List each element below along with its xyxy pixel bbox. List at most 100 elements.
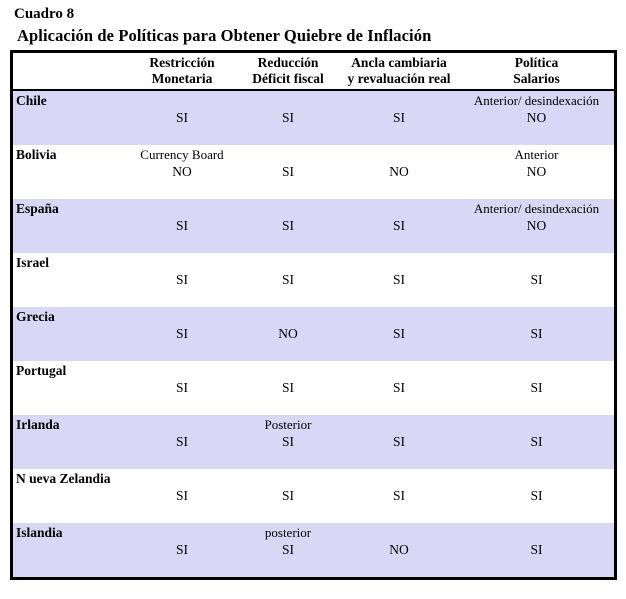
cell-note bbox=[127, 92, 237, 109]
cell-note: Anterior/ desindexación bbox=[473, 93, 600, 108]
value-cell: SI bbox=[127, 308, 237, 361]
country-cell: Bolivia bbox=[16, 147, 57, 162]
cell-note bbox=[459, 362, 614, 379]
cell-note bbox=[459, 416, 614, 433]
value-cell: posterior SI bbox=[237, 524, 339, 577]
cell-value: SI bbox=[175, 110, 188, 125]
value-cell: SI bbox=[339, 416, 459, 469]
cell-note bbox=[237, 146, 339, 163]
table-row: Israel SI SI SI SI bbox=[13, 253, 614, 307]
cell-value: SI bbox=[281, 164, 294, 179]
value-cell: Anterior/ desindexación NO bbox=[459, 92, 614, 145]
value-cell: SI bbox=[127, 254, 237, 307]
header-restriccion-monetaria: Restricción Monetaria bbox=[127, 55, 237, 87]
cell-note bbox=[339, 254, 459, 271]
cell-value: SI bbox=[175, 326, 188, 341]
cell-value: NO bbox=[526, 164, 547, 179]
table-number-title: Cuadro 8 bbox=[14, 6, 75, 22]
cell-note: Posterior bbox=[264, 417, 312, 432]
value-cell: SI bbox=[127, 362, 237, 415]
value-cell: SI bbox=[459, 524, 614, 577]
value-cell: Anterior NO bbox=[459, 146, 614, 199]
cell-value: SI bbox=[392, 488, 405, 503]
value-cell: SI bbox=[339, 92, 459, 145]
value-cell: NO bbox=[339, 524, 459, 577]
value-cell: SI bbox=[339, 362, 459, 415]
country-cell: Chile bbox=[16, 93, 47, 108]
value-cell: SI bbox=[127, 470, 237, 523]
table-row: Bolivia Currency Board NO SI NO Anterior NO bbox=[13, 145, 614, 199]
value-cell: SI bbox=[339, 308, 459, 361]
cell-value: SI bbox=[530, 488, 543, 503]
cell-note bbox=[127, 362, 237, 379]
cell-value: SI bbox=[530, 272, 543, 287]
value-cell: SI bbox=[459, 308, 614, 361]
cell-note bbox=[339, 470, 459, 487]
cell-note bbox=[459, 308, 614, 325]
cell-value: SI bbox=[175, 488, 188, 503]
cell-value: NO bbox=[526, 110, 547, 125]
cell-note bbox=[127, 200, 237, 217]
value-cell: Currency Board NO bbox=[127, 146, 237, 199]
value-cell: SI bbox=[237, 362, 339, 415]
cell-value: SI bbox=[175, 272, 188, 287]
country-cell: Irlanda bbox=[16, 417, 60, 432]
cell-value: SI bbox=[530, 542, 543, 557]
value-cell: SI bbox=[459, 470, 614, 523]
cell-note bbox=[339, 416, 459, 433]
cell-value: SI bbox=[530, 380, 543, 395]
value-cell: SI bbox=[339, 254, 459, 307]
header-line: Reducción bbox=[257, 55, 319, 70]
cell-value: SI bbox=[392, 326, 405, 341]
country-cell: N ueva Zelandia bbox=[16, 471, 111, 486]
table-row: Chile SI SI SI Anterior/ desindexación NO bbox=[13, 91, 614, 145]
header-line: Déficit fiscal bbox=[252, 71, 324, 86]
table-row: Portugal SI SI SI SI bbox=[13, 361, 614, 415]
cell-value: NO bbox=[389, 164, 409, 179]
cell-note: Anterior/ desindexación bbox=[473, 201, 600, 216]
value-cell: SI bbox=[339, 470, 459, 523]
cell-value: SI bbox=[175, 380, 188, 395]
value-cell: SI bbox=[237, 146, 339, 199]
value-cell: SI bbox=[127, 416, 237, 469]
cell-note bbox=[459, 254, 614, 271]
header-line: Restricción bbox=[149, 55, 215, 70]
cell-value: SI bbox=[392, 110, 405, 125]
cell-note bbox=[459, 524, 614, 541]
value-cell: SI bbox=[127, 200, 237, 253]
value-cell: SI bbox=[127, 92, 237, 145]
value-cell: NO bbox=[339, 146, 459, 199]
cell-note: posterior bbox=[264, 525, 312, 540]
header-ancla-cambiaria: Ancla cambiaria y revaluación real bbox=[339, 55, 459, 87]
cell-value: SI bbox=[281, 380, 294, 395]
country-cell: Israel bbox=[16, 255, 49, 270]
cell-note bbox=[237, 92, 339, 109]
cell-note bbox=[339, 146, 459, 163]
value-cell: SI bbox=[459, 254, 614, 307]
cell-note bbox=[237, 200, 339, 217]
cell-value: SI bbox=[530, 434, 543, 449]
cell-note bbox=[127, 254, 237, 271]
cell-value: SI bbox=[175, 434, 188, 449]
country-cell: Portugal bbox=[16, 363, 67, 378]
value-cell: NO bbox=[237, 308, 339, 361]
cell-note: Currency Board bbox=[140, 147, 224, 162]
policies-table: Restricción Monetaria Reducción Déficit … bbox=[10, 50, 617, 580]
cell-value: SI bbox=[392, 218, 405, 233]
cell-value: SI bbox=[175, 218, 188, 233]
cell-note bbox=[339, 362, 459, 379]
cell-value: SI bbox=[530, 326, 543, 341]
cell-note bbox=[237, 362, 339, 379]
cell-value: SI bbox=[281, 272, 294, 287]
header-line: Ancla cambiaria bbox=[351, 55, 447, 70]
table-header-row: Restricción Monetaria Reducción Déficit … bbox=[13, 53, 614, 91]
cell-note bbox=[237, 470, 339, 487]
header-country-blank bbox=[13, 55, 127, 87]
cell-note bbox=[237, 308, 339, 325]
value-cell: SI bbox=[237, 92, 339, 145]
cell-note bbox=[339, 308, 459, 325]
table-title: Aplicación de Políticas para Obtener Qui… bbox=[17, 26, 432, 45]
cell-value: NO bbox=[526, 218, 547, 233]
cell-value: SI bbox=[175, 542, 188, 557]
cell-note bbox=[339, 200, 459, 217]
